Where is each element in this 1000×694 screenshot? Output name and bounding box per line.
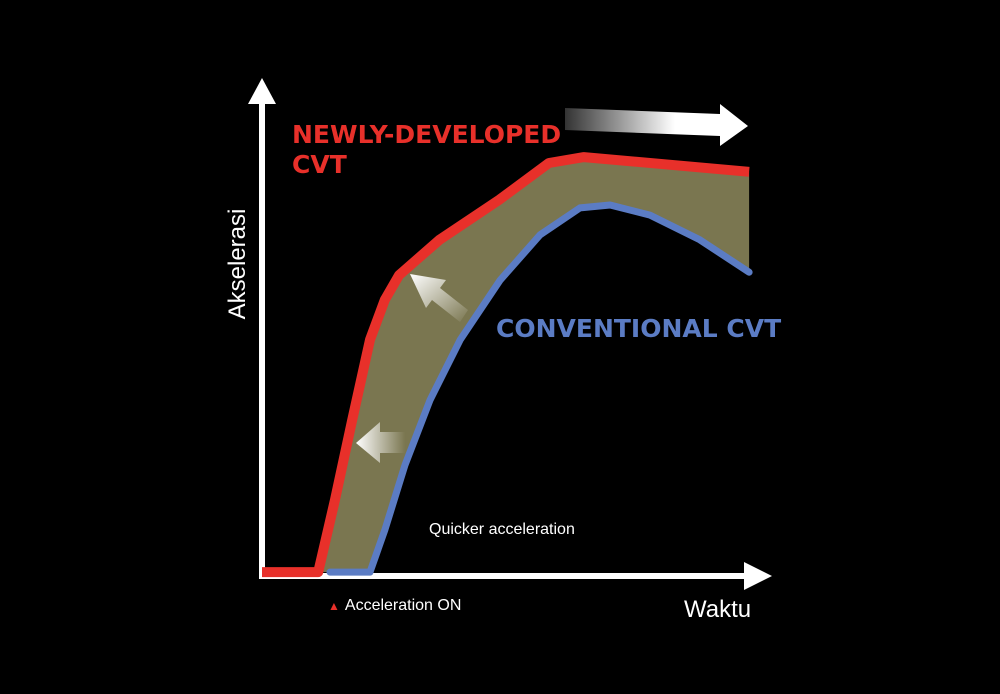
legend-line2: CVT	[292, 150, 347, 179]
x-axis-label: Waktu	[684, 596, 752, 623]
y-axis-arrow-icon	[248, 78, 276, 104]
series-line-newly-developed	[262, 152, 750, 578]
legend-newly-developed: NEWLY-DEVELOPED CVT	[292, 120, 561, 180]
acc-on-text: Acceleration ON	[344, 597, 462, 614]
y-axis-label: Akselerasi	[224, 208, 251, 320]
legend-conventional: CONVENTIONAL CVT	[496, 314, 782, 343]
legend-line1: NEWLY-DEVELOPED	[292, 120, 562, 149]
improvement-band	[318, 157, 750, 573]
arrow-left-icon	[356, 422, 405, 463]
triangle-marker-icon: ▲	[328, 599, 340, 613]
series-line-conventional	[326, 201, 753, 576]
annotation-quicker: Quicker acceleration	[429, 521, 575, 538]
x-axis-arrow-icon	[744, 562, 772, 590]
annotation-acc-on: ▲ Acceleration ON	[328, 597, 461, 615]
arrow-right-icon	[565, 104, 748, 146]
arrow-up-left-icon	[410, 274, 468, 322]
